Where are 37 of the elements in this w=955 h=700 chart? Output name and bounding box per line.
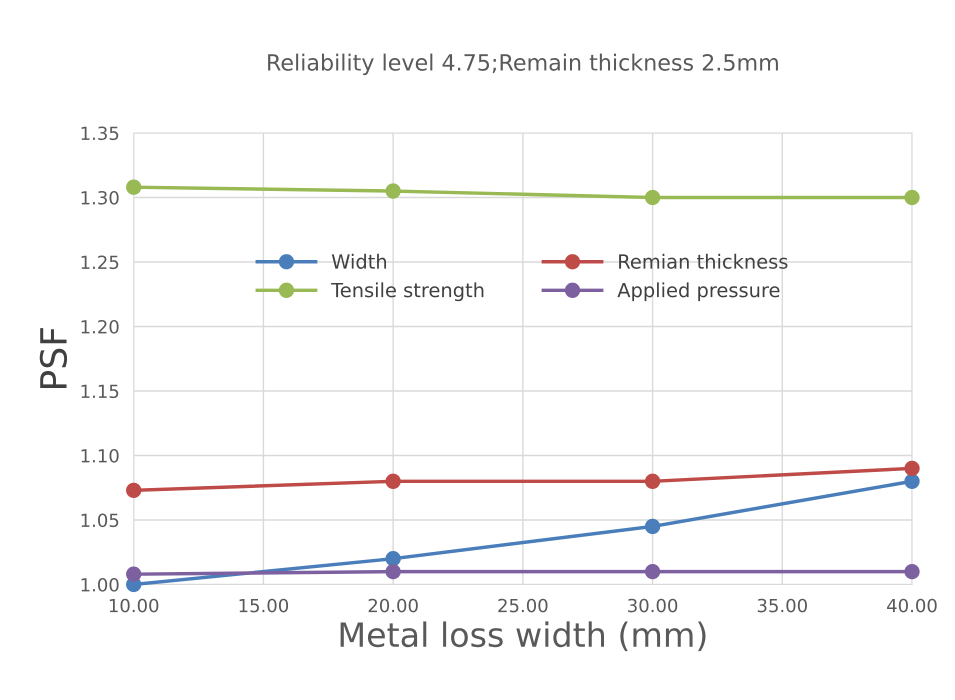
point xyxy=(904,564,920,580)
point xyxy=(386,183,401,199)
x-tick-label: 35.00 xyxy=(758,598,807,612)
point xyxy=(126,566,142,582)
y-tick-label: 1.30 xyxy=(82,190,119,205)
x-tick-label: 40.00 xyxy=(887,598,937,612)
y-tick-label: 1.05 xyxy=(82,513,118,528)
point xyxy=(386,551,401,566)
x-tick-label: 30.00 xyxy=(628,598,678,612)
point xyxy=(904,460,920,476)
y-tick-label: 1.20 xyxy=(82,320,119,334)
x-axis-title: Metal loss width (mm) xyxy=(340,621,706,652)
point xyxy=(126,482,142,498)
point xyxy=(386,564,401,580)
x-tick-label: 20.00 xyxy=(368,598,418,612)
point xyxy=(644,564,660,580)
point xyxy=(644,190,660,206)
y-tick-label: 1.00 xyxy=(82,578,119,592)
x-tick-label: 15.00 xyxy=(240,598,288,612)
y-axis-title: PSF xyxy=(40,328,68,388)
legend-label: Tensile strength xyxy=(331,282,484,302)
point xyxy=(126,180,142,195)
y-tick-label: 1.15 xyxy=(82,384,118,398)
point xyxy=(386,474,401,489)
x-tick-label: 25.00 xyxy=(498,598,548,612)
point xyxy=(644,518,660,534)
legend-label: Width xyxy=(332,254,386,269)
x-tick-label: 10.00 xyxy=(110,598,158,612)
point xyxy=(904,190,920,206)
legend-label: Remian thickness xyxy=(619,254,788,269)
y-tick-label: 1.10 xyxy=(82,448,119,463)
point xyxy=(644,474,660,489)
chart-title: Reliability level 4.75;Remain thickness 2.5mm xyxy=(268,54,778,76)
y-tick-label: 1.25 xyxy=(82,255,118,270)
y-tick-label: 1.35 xyxy=(82,126,118,140)
legend-label: Applied pressure xyxy=(617,282,780,302)
point xyxy=(904,474,920,489)
